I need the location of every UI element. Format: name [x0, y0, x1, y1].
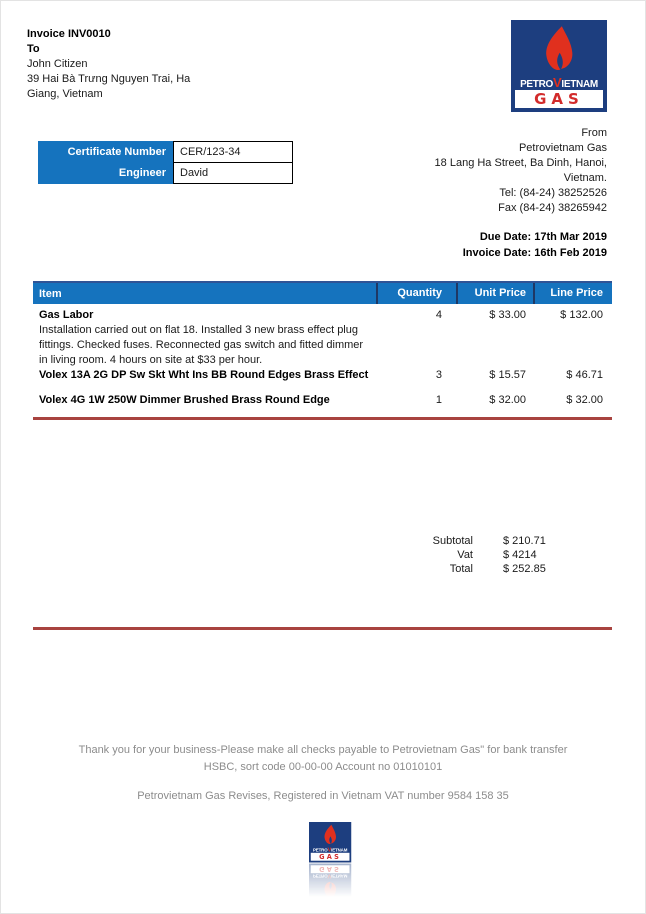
footer-registration: Petrovietnam Gas Revises, Registered in … — [137, 790, 509, 802]
subtotal-label: Subtotal — [432, 535, 473, 547]
brand-post: IETNAM — [561, 79, 598, 90]
vat-row: Vat $ 4214 — [33, 548, 612, 562]
petrovietnam-logo: PETROVIETNAM GAS — [511, 20, 607, 112]
red-divider-bottom — [33, 627, 612, 630]
total-row: Total $ 252.85 — [33, 562, 612, 576]
brand-post: IETNAM — [331, 847, 348, 853]
invoice-number: Invoice INV0010 — [27, 28, 111, 40]
from-label: From — [581, 127, 607, 139]
from-tel: Tel: (84-24) 38252526 — [499, 187, 607, 199]
certificate-number-value: CER/123-34 — [173, 141, 293, 163]
item-unit-price: $ 15.57 — [489, 369, 526, 381]
flame-icon — [324, 824, 336, 845]
logo-brand-text: PETROVIETNAM — [511, 75, 607, 91]
item-line-price: $ 132.00 — [560, 309, 603, 321]
header-item: Item — [39, 287, 62, 300]
vat-value: $ 4214 — [503, 549, 537, 561]
dates-block: Due Date: 17th Mar 2019 Invoice Date: 16… — [463, 229, 607, 261]
item-name: Volex 13A 2G DP Sw Skt Wht Ins BB Round … — [39, 369, 369, 381]
footer-logo-reflection: PETROVIETNAM GAS — [309, 863, 352, 903]
bill-to-block: Invoice INV0010 To John Citizen 39 Hai B… — [27, 27, 190, 102]
total-value: $ 252.85 — [503, 563, 546, 575]
to-label: To — [27, 43, 40, 55]
engineer-label: Engineer — [38, 162, 173, 184]
footer-thanks-line2: HSBC, sort code 00-00-00 Account no 0101… — [203, 761, 443, 773]
logo-gas-band: GAS — [515, 90, 603, 108]
brand-pre: PETRO — [312, 847, 328, 853]
item-name: Gas Labor — [39, 309, 94, 321]
certificate-row: Certificate Number CER/123-34 — [38, 141, 293, 163]
item-quantity: 3 — [435, 369, 442, 381]
logo-gas-text: GAS — [319, 865, 342, 874]
invoice-date: Invoice Date: 16th Feb 2019 — [462, 247, 607, 259]
logo-brand-text: PETROVIETNAM — [309, 847, 351, 853]
from-fax: Fax (84-24) 38265942 — [498, 202, 607, 214]
flame-icon — [546, 26, 573, 71]
table-row: Volex 4G 1W 250W Dimmer Brushed Brass Ro… — [33, 393, 612, 408]
item-quantity: 1 — [435, 394, 442, 406]
petrovietnam-logo-small: PETROVIETNAM GAS — [309, 822, 352, 863]
engineer-row: Engineer David — [38, 162, 293, 184]
logo-gas-band: GAS — [310, 865, 350, 874]
brand-post: IETNAM — [331, 873, 348, 879]
table-row: Volex 13A 2G DP Sw Skt Wht Ins BB Round … — [33, 368, 612, 383]
brand-v: V — [327, 846, 332, 853]
from-block: From Petrovietnam Gas 18 Lang Ha Street,… — [435, 126, 607, 216]
certificate-number-label: Certificate Number — [38, 141, 173, 163]
logo-gas-text: GAS — [534, 90, 584, 108]
table-row: Gas Labor Installation carried out on fl… — [33, 308, 612, 368]
items-table-header: Item Quantity Unit Price Line Price — [33, 281, 612, 304]
header-line-price: Line Price — [533, 283, 612, 304]
recipient-address-line2: Giang, Vietnam — [27, 88, 103, 100]
subtotal-value: $ 210.71 — [503, 535, 546, 547]
footer: Thank you for your business-Please make … — [0, 742, 646, 805]
logo-brand-text: PETROVIETNAM — [309, 873, 351, 880]
logo-gas-band: GAS — [310, 852, 350, 861]
item-name: Volex 4G 1W 250W Dimmer Brushed Brass Ro… — [39, 394, 330, 406]
from-address-line1: 18 Lang Ha Street, Ba Dinh, Hanoi, — [434, 157, 607, 169]
item-unit-price: $ 33.00 — [489, 309, 526, 321]
item-quantity: 4 — [435, 309, 442, 321]
vat-label: Vat — [457, 549, 473, 561]
company-logo: PETROVIETNAM GAS — [511, 20, 607, 112]
recipient-address-line1: 39 Hai Bà Trưng Nguyen Trai, Ha — [27, 73, 191, 85]
header-quantity: Quantity — [376, 283, 456, 304]
subtotal-row: Subtotal $ 210.71 — [33, 534, 612, 548]
from-address-line2: Vietnam. — [563, 172, 607, 184]
item-line-price: $ 46.71 — [566, 369, 603, 381]
brand-pre: PETRO — [520, 79, 554, 90]
logo-gas-text: GAS — [319, 852, 342, 861]
footer-logo: PETROVIETNAM GAS PETROVIETNAM GAS — [309, 822, 352, 903]
totals-block: Subtotal $ 210.71 Vat $ 4214 Total $ 252… — [33, 534, 612, 576]
due-date: Due Date: 17th Mar 2019 — [479, 231, 607, 243]
item-cell: Gas Labor Installation carried out on fl… — [33, 308, 376, 368]
brand-pre: PETRO — [312, 873, 328, 879]
header-unit-price: Unit Price — [456, 283, 533, 304]
petrovietnam-logo-reflected: PETROVIETNAM GAS — [309, 863, 352, 903]
brand-v: V — [553, 75, 562, 90]
items-table: Item Quantity Unit Price Line Price Gas … — [33, 281, 612, 408]
from-company: Petrovietnam Gas — [518, 142, 607, 154]
footer-thanks-line1: Thank you for your business-Please make … — [78, 744, 568, 756]
recipient-name: John Citizen — [27, 58, 88, 70]
item-description-line: fittings. Checked fuses. Reconnected gas… — [39, 339, 364, 351]
flame-icon — [324, 881, 336, 902]
item-unit-price: $ 32.00 — [489, 394, 526, 406]
footer-logo-image: PETROVIETNAM GAS — [309, 822, 352, 863]
item-line-price: $ 32.00 — [566, 394, 603, 406]
item-description-line: Installation carried out on flat 18. Ins… — [39, 324, 358, 336]
item-description-line: in living room. 4 hours on site at $33 p… — [39, 354, 263, 366]
red-divider-top — [33, 417, 612, 420]
engineer-value: David — [173, 162, 293, 184]
certificate-table: Certificate Number CER/123-34 Engineer D… — [38, 141, 293, 184]
total-label: Total — [449, 563, 473, 575]
